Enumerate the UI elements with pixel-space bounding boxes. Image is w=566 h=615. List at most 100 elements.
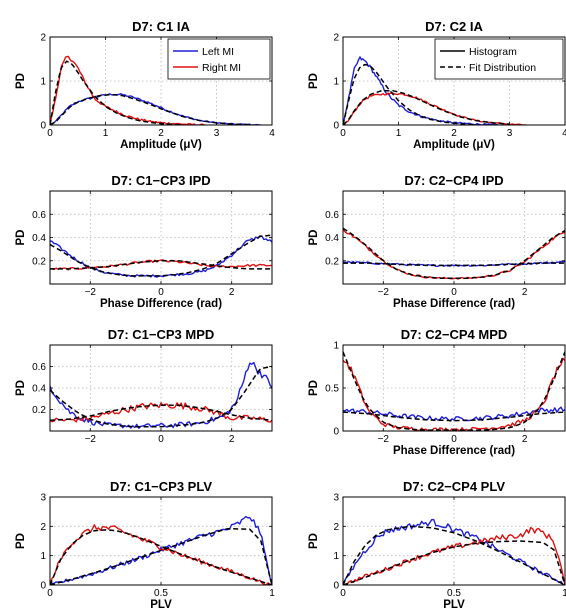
x-tick-label: 4 <box>269 128 275 139</box>
x-tick-label: 0 <box>158 434 164 445</box>
x-tick-label: 0 <box>451 434 457 445</box>
legend-box <box>434 38 564 80</box>
x-tick-label: 2 <box>158 128 164 139</box>
x-tick-label: 2 <box>522 434 528 445</box>
y-tick-label: 0.6 <box>32 362 46 373</box>
x-axis-label: PLV <box>150 599 172 611</box>
fit-curve <box>343 89 510 125</box>
y-tick-label: 0.4 <box>32 384 46 395</box>
x-tick-label: 0.5 <box>154 588 168 599</box>
subplot-8: 0 0.5 1 0 1 2 3 D7: C2−CP4 PLV PLV PD <box>308 479 566 611</box>
y-tick-label: 3 <box>40 493 46 504</box>
x-tick-label: 1 <box>103 128 109 139</box>
x-tick-label: 0 <box>158 287 164 298</box>
histogram-right-mi <box>50 259 272 271</box>
histogram-left-mi <box>343 518 565 585</box>
y-tick-label: 0 <box>333 581 339 592</box>
y-tick-label: 2 <box>40 522 46 533</box>
y-axis-label: PD <box>15 230 27 246</box>
x-tick-label: 0 <box>340 128 346 139</box>
y-tick-label: 0.4 <box>32 233 46 244</box>
histogram-right-mi <box>343 526 565 585</box>
histogram-right-mi <box>50 55 206 125</box>
fit-curve <box>50 404 272 422</box>
x-axis-label: Amplitude (μV) <box>413 139 495 151</box>
legend-box <box>167 38 271 80</box>
x-tick-label: 0 <box>340 588 346 599</box>
x-tick-label: 3 <box>214 128 220 139</box>
y-tick-label: 3 <box>333 493 339 504</box>
y-tick-label: 1 <box>40 77 46 88</box>
y-tick-label: 0.2 <box>32 405 46 416</box>
subplot-1: 0 1 2 3 4 0 1 2 D7: C1 IA Amplitude (μV) PD Left MI… <box>15 19 275 151</box>
subplot-title: D7: C2−CP4 IPD <box>404 173 503 188</box>
x-tick-label: 2 <box>522 287 528 298</box>
histogram-right-mi <box>50 524 272 585</box>
fit-curve <box>343 525 565 585</box>
fit-curve <box>50 234 272 277</box>
x-axis-label: Amplitude (μV) <box>120 139 202 151</box>
y-tick-label: 1 <box>40 551 46 562</box>
subplot-7: 0 0.5 1 0 1 2 3 D7: C1−CP3 PLV PLV PD <box>15 479 275 611</box>
fit-curve <box>343 262 565 267</box>
x-tick-label: 4 <box>562 128 566 139</box>
fit-curve <box>50 260 272 270</box>
x-tick-label: 0.5 <box>447 588 461 599</box>
y-axis-label: PD <box>308 533 320 549</box>
subplot-title: D7: C2 IA <box>425 19 483 34</box>
y-axis-label: PD <box>308 73 320 89</box>
x-tick-label: 2 <box>229 434 235 445</box>
y-tick-label: 0 <box>40 121 46 132</box>
x-tick-label: 1 <box>562 588 566 599</box>
y-tick-label: 1 <box>333 341 339 352</box>
subplot-title: D7: C1−CP3 IPD <box>111 173 210 188</box>
y-tick-label: 2 <box>40 33 46 44</box>
subplot-title: D7: C1−CP3 PLV <box>110 479 212 494</box>
x-tick-label: 2 <box>229 287 235 298</box>
legend-label: Fit Distribution <box>469 62 536 74</box>
histogram-left-mi <box>343 406 565 422</box>
subplot-2: 0 1 2 3 4 0 1 2 D7: C2 IA Amplitude (μV) PD Histogr… <box>308 19 566 151</box>
fit-curve <box>343 411 565 422</box>
x-tick-label: −2 <box>378 434 390 445</box>
subplot-5: −2 0 2 0.2 0.4 0.6 D7: C1−CP3 MPD PD <box>15 327 273 445</box>
x-tick-label: −2 <box>378 287 390 298</box>
y-axis-label: PD <box>15 380 27 396</box>
legend-label: Histogram <box>469 46 517 58</box>
y-tick-label: 0 <box>333 121 339 132</box>
x-tick-label: 1 <box>396 128 402 139</box>
x-tick-label: 2 <box>451 128 457 139</box>
y-tick-label: 1 <box>333 551 339 562</box>
subplot-title: D7: C1 IA <box>132 19 190 34</box>
y-tick-label: 0.4 <box>325 233 339 244</box>
x-tick-label: −2 <box>85 434 97 445</box>
x-tick-label: 0 <box>451 287 457 298</box>
legend-label: Left MI <box>202 46 234 58</box>
fit-curve <box>50 365 272 428</box>
subplot-4: −2 0 2 0.2 0.4 0.6 D7: C2−CP4 IPD Phase Differe… <box>308 173 566 310</box>
fit-curve <box>50 529 272 585</box>
y-tick-label: 0.2 <box>325 256 339 267</box>
legend: Histogram Fit Distribution <box>434 38 564 80</box>
y-tick-label: 0 <box>333 427 339 438</box>
y-tick-label: 0 <box>40 581 46 592</box>
fit-curve <box>343 227 565 279</box>
y-tick-label: 0.6 <box>32 210 46 221</box>
y-tick-label: 0.2 <box>32 256 46 267</box>
histogram-left-mi <box>50 515 272 585</box>
subplot-6: −2 0 2 0 0.5 1 D7: C2−CP4 MPD Phase Difference … <box>308 327 566 457</box>
y-axis-label: PD <box>308 230 320 246</box>
y-axis-label: PD <box>15 73 27 89</box>
subplot-title: D7: C2−CP4 PLV <box>403 479 505 494</box>
x-axis-label: PLV <box>443 599 465 611</box>
y-tick-label: 1 <box>333 77 339 88</box>
y-tick-label: 2 <box>333 33 339 44</box>
y-tick-label: 0.6 <box>325 210 339 221</box>
legend-label: Right MI <box>202 62 241 74</box>
x-axis-label: Phase Difference (rad) <box>393 298 515 310</box>
x-tick-label: 0 <box>47 128 53 139</box>
subplot-title: D7: C1−CP3 MPD <box>108 327 215 342</box>
x-tick-label: 1 <box>269 588 275 599</box>
y-axis-label: PD <box>308 380 320 396</box>
